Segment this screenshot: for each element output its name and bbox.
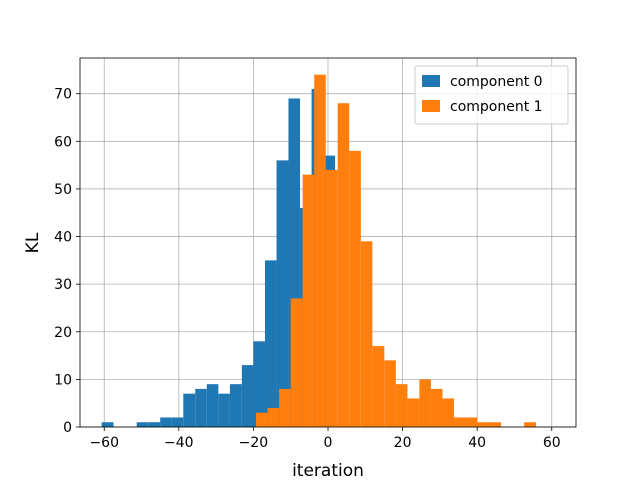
- histogram-bar-series-0: [101, 422, 114, 427]
- legend-swatch: [422, 100, 440, 112]
- histogram-bar-series-0: [136, 422, 149, 427]
- legend-box: [414, 65, 569, 125]
- histogram-bar-series-1: [279, 388, 291, 427]
- histogram-bar-series-1: [325, 169, 338, 427]
- histogram-bar-series-1: [442, 398, 455, 427]
- y-tick-label: 60: [54, 134, 72, 150]
- histogram-bar-series-0: [253, 341, 265, 427]
- histogram-bar-series-1: [419, 379, 431, 427]
- histogram-bar-series-1: [477, 422, 490, 427]
- histogram-bar-series-0: [171, 417, 184, 427]
- legend-label: component 1: [450, 99, 543, 115]
- histogram-bar-series-0: [288, 98, 301, 427]
- histogram-bar-series-1: [465, 417, 478, 427]
- x-tick-label: −20: [239, 435, 269, 451]
- x-tick-label: −40: [164, 435, 194, 451]
- histogram-bar-series-1: [454, 417, 466, 427]
- histogram-bar-series-0: [148, 422, 161, 427]
- histogram-bar-series-1: [349, 150, 361, 427]
- x-tick-label: 20: [394, 435, 412, 451]
- histogram-bar-series-1: [290, 298, 303, 427]
- histogram-bar-series-1: [407, 398, 420, 427]
- y-tick-label: 0: [63, 420, 72, 436]
- histogram-bar-series-1: [384, 360, 396, 427]
- histogram-bar-series-1: [524, 422, 537, 427]
- legend: component 0 component 1: [414, 65, 569, 125]
- histogram-bar-series-1: [337, 103, 350, 427]
- histogram-bar-series-0: [264, 260, 277, 427]
- histogram-bar-series-1: [372, 346, 385, 427]
- x-axis-label: iteration: [292, 461, 364, 480]
- histogram-bar-series-1: [314, 74, 326, 427]
- x-tick-label: 40: [468, 435, 486, 451]
- histogram-bars: [101, 74, 537, 427]
- histogram-bar-series-1: [360, 241, 373, 427]
- histogram-bar-series-1: [256, 412, 268, 427]
- y-axis-label: KL: [23, 232, 43, 253]
- histogram-bar-series-1: [267, 407, 280, 427]
- x-tick-label: 0: [324, 435, 333, 451]
- histogram-bar-series-0: [195, 388, 207, 427]
- histogram-bar-series-0: [229, 384, 242, 427]
- legend-swatch: [422, 75, 440, 87]
- y-tick-label: 10: [54, 372, 72, 388]
- histogram-bar-series-0: [160, 417, 172, 427]
- histogram-bar-series-1: [395, 384, 408, 427]
- histogram-bar-series-0: [206, 384, 219, 427]
- histogram-bar-series-1: [489, 422, 502, 427]
- histogram-bar-series-1: [302, 174, 315, 427]
- x-tick-label: −60: [89, 435, 119, 451]
- axis-ticks: −60 −40 −20 0 20 40 60 0 10 20 30 40 50 60 70: [54, 87, 561, 451]
- y-tick-label: 50: [54, 182, 72, 198]
- histogram-bar-series-1: [430, 388, 443, 427]
- histogram-bar-series-0: [183, 393, 196, 427]
- histogram-bar-series-0: [241, 365, 254, 427]
- legend-label: component 0: [450, 74, 543, 90]
- y-tick-label: 70: [54, 87, 72, 103]
- histogram-bar-series-0: [218, 393, 230, 427]
- y-tick-label: 30: [54, 277, 72, 293]
- y-tick-label: 40: [54, 230, 72, 246]
- histogram-bar-series-0: [276, 160, 289, 427]
- x-tick-label: 60: [543, 435, 561, 451]
- y-tick-label: 20: [54, 325, 72, 341]
